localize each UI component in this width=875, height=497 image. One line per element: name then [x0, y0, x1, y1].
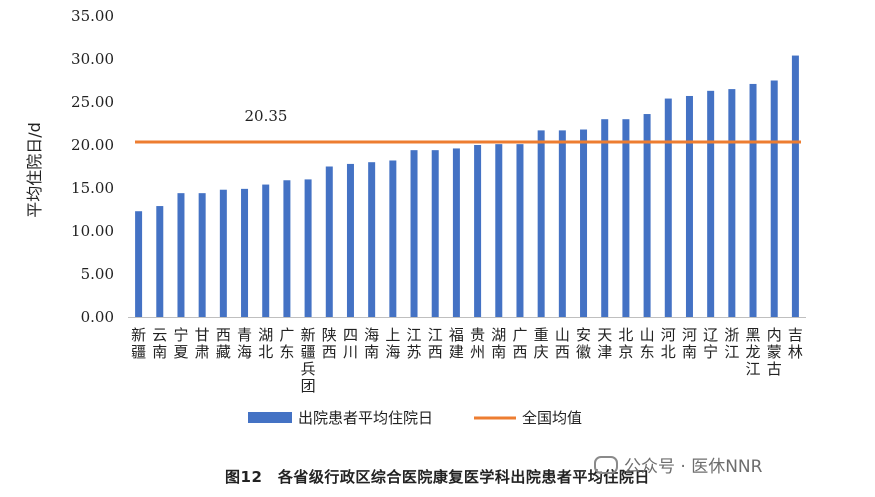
y-tick-label: 10.00 — [71, 222, 114, 240]
x-tick-label: 山西 — [555, 326, 570, 361]
bar — [156, 206, 164, 317]
bar — [537, 130, 545, 317]
x-tick-label: 河北 — [661, 326, 676, 361]
x-tick-label: 上海 — [385, 326, 400, 361]
x-tick-label: 宁夏 — [173, 326, 188, 361]
bar — [198, 193, 206, 317]
bar — [474, 145, 482, 317]
bar — [325, 166, 333, 317]
bar — [580, 129, 588, 317]
x-tick-label: 北京 — [618, 326, 633, 361]
bar — [304, 179, 312, 317]
y-tick-label: 35.00 — [71, 7, 114, 25]
x-tick-label: 贵州 — [470, 326, 485, 361]
bar — [241, 188, 249, 317]
bar — [219, 189, 227, 317]
y-tick-label: 0.00 — [81, 308, 114, 326]
y-tick-label: 20.00 — [71, 136, 114, 154]
bar — [135, 211, 143, 317]
bar — [685, 95, 693, 317]
y-tick-label: 25.00 — [71, 93, 114, 111]
x-tick-label: 江苏 — [407, 326, 422, 361]
x-tick-label: 天津 — [597, 326, 612, 361]
bar — [452, 148, 460, 317]
x-tick-label: 山东 — [640, 326, 655, 361]
x-tick-label: 安徽 — [576, 326, 591, 361]
bar — [346, 163, 354, 317]
bar — [664, 98, 672, 317]
y-axis-title: 平均住院日/d — [25, 122, 44, 218]
x-tick-label: 陕西 — [322, 326, 337, 361]
x-tick-label: 广东 — [279, 326, 294, 361]
figure-caption: 图12 各省级行政区综合医院康复医学科出院患者平均住院日 — [225, 468, 650, 486]
bar — [791, 55, 799, 318]
x-tick-label: 湖南 — [491, 326, 506, 361]
bar — [601, 119, 609, 317]
bar — [262, 184, 270, 317]
bar — [643, 114, 651, 317]
x-tick-label: 内蒙古 — [767, 326, 782, 378]
bar — [495, 144, 503, 317]
x-tick-label: 四川 — [343, 326, 358, 361]
watermark-text: 公众号 · 医休NNR — [624, 457, 763, 477]
bar — [558, 130, 566, 317]
x-tick-label: 新疆兵团 — [301, 326, 316, 395]
x-tick-label: 新疆 — [131, 326, 146, 361]
x-tick-label: 海南 — [364, 326, 379, 361]
bar — [410, 150, 418, 317]
legend-swatch-bars — [248, 412, 292, 423]
bar — [728, 89, 736, 317]
bar — [389, 160, 397, 317]
y-tick-label: 15.00 — [71, 179, 114, 197]
x-tick-label: 广西 — [512, 326, 527, 361]
x-tick-label: 重庆 — [534, 326, 549, 361]
y-tick-label: 5.00 — [81, 265, 114, 283]
bar — [283, 180, 291, 317]
watermark: 公众号 · 医休NNR — [594, 452, 762, 477]
legend-label-bars: 出院患者平均住院日 — [298, 409, 433, 427]
x-tick-label: 青海 — [237, 326, 252, 361]
x-tick-label: 云南 — [152, 326, 167, 361]
x-tick-label: 浙江 — [724, 326, 739, 361]
bar — [749, 83, 757, 317]
x-tick-label: 河南 — [682, 326, 697, 361]
x-tick-label: 甘肃 — [195, 326, 210, 361]
bar — [622, 119, 630, 317]
x-tick-label: 福建 — [449, 326, 464, 361]
bar — [707, 90, 715, 317]
mean-line-label: 20.35 — [245, 107, 288, 125]
bar-chart: 0.00 5.00 10.00 15.00 20.00 25.00 30.00 35.00 平均… — [25, 7, 806, 427]
bar — [177, 193, 185, 317]
x-tick-label: 西藏 — [216, 326, 231, 361]
legend-label-mean: 全国均值 — [522, 409, 582, 427]
bar — [431, 150, 439, 317]
x-tick-label: 湖北 — [258, 326, 273, 361]
wechat-icon — [594, 456, 618, 474]
bar — [516, 144, 524, 317]
x-tick-label: 吉林 — [788, 326, 803, 361]
bar — [770, 80, 778, 317]
x-tick-label: 江西 — [428, 326, 443, 361]
y-tick-label: 30.00 — [71, 50, 114, 68]
x-tick-label: 黑龙江 — [746, 326, 761, 378]
x-tick-label: 辽宁 — [703, 326, 718, 361]
bar — [368, 162, 376, 317]
